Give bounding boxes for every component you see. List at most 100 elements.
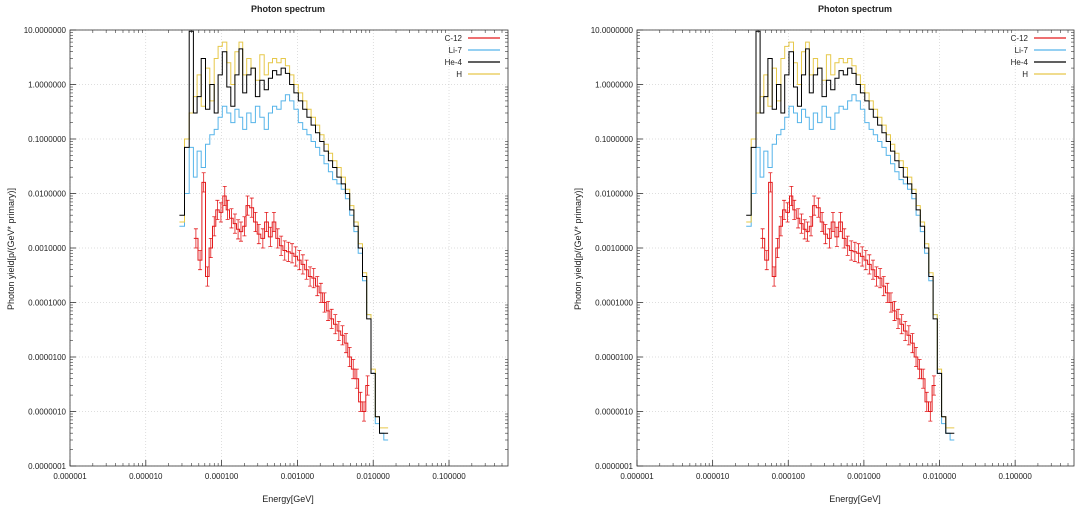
grid-lines: [69, 29, 508, 467]
error-bar: [827, 228, 832, 249]
y-tick-label: 0.0001000: [595, 299, 633, 308]
y-tick-label: 0.0000100: [595, 353, 633, 362]
error-bar: [322, 292, 327, 313]
error-bar: [279, 235, 284, 256]
x-tick-label: 0.000100: [772, 472, 806, 481]
error-bar: [201, 172, 206, 193]
error-bar: [253, 212, 258, 232]
plot-border: [636, 29, 1075, 467]
error-bar: [823, 224, 828, 245]
error-bar: [315, 276, 320, 297]
error-bar: [772, 266, 777, 287]
data-series: [746, 30, 955, 441]
x-tick-label: 0.010000: [923, 472, 957, 481]
error-bar: [222, 185, 227, 206]
legend-label: H: [1022, 70, 1028, 79]
error-bar: [326, 300, 331, 321]
error-bar: [290, 243, 295, 264]
x-tick-label: 0.100000: [998, 472, 1032, 481]
error-bar: [340, 325, 345, 346]
error-bar: [928, 401, 933, 422]
error-bar: [792, 199, 797, 220]
error-bar: [885, 282, 890, 303]
x-tick-label: 0.000001: [53, 472, 87, 481]
error-bar: [236, 219, 241, 240]
error-bar: [906, 325, 911, 346]
series-line-li-7: [746, 94, 955, 441]
legend-label: He-4: [445, 58, 463, 67]
error-bar: [768, 172, 773, 193]
error-bar: [892, 300, 897, 321]
error-bar: [365, 375, 370, 396]
error-bar: [842, 228, 847, 249]
grid-lines: [636, 29, 1074, 467]
x-axis-label: Energy[GeV]: [262, 494, 314, 504]
error-bar: [245, 195, 250, 216]
error-bar: [215, 199, 220, 220]
legend-label: H: [456, 70, 462, 79]
error-bar: [852, 241, 857, 262]
series-line-he-4: [746, 30, 955, 434]
error-bar: [910, 333, 915, 354]
error-bar: [899, 314, 904, 335]
legend: C-12 Li-7 He-4 H: [1011, 34, 1066, 79]
error-bar: [903, 321, 908, 341]
data-series: [179, 30, 389, 441]
error-bar: [362, 401, 367, 422]
error-bar: [336, 321, 341, 341]
y-tick-label: 1.0000000: [28, 81, 66, 90]
error-bar: [778, 216, 783, 237]
legend-label: He-4: [1011, 58, 1029, 67]
y-tick-label: 0.0100000: [595, 190, 633, 199]
error-bar: [205, 266, 210, 287]
plot-frame: [636, 29, 1075, 467]
error-bar: [198, 250, 203, 271]
legend-label: C-12: [1011, 34, 1029, 43]
series-line-c-12: [193, 181, 370, 412]
error-bar: [300, 254, 305, 275]
x-tick-label: 0.000001: [620, 472, 654, 481]
y-tick-labels: 0.0000001 0.0000010 0.0000100 0.0001000 0.00…: [24, 26, 76, 471]
y-tick-label: 0.0000001: [28, 462, 66, 471]
error-bar: [782, 199, 787, 220]
error-bar: [796, 208, 801, 229]
error-bar: [293, 246, 298, 267]
x-tick-label: 0.000100: [205, 472, 239, 481]
y-tick-label: 1.0000000: [595, 81, 633, 90]
error-bar: [838, 212, 843, 232]
error-bar: [921, 368, 926, 389]
error-bar: [347, 347, 352, 367]
error-bar: [914, 347, 919, 367]
error-bar: [863, 250, 868, 271]
y-tick-label: 0.0010000: [28, 244, 66, 253]
error-bar: [820, 212, 825, 232]
error-bar: [881, 276, 886, 297]
error-bar: [275, 228, 280, 249]
error-bar: [896, 308, 901, 329]
series-line-he-4: [179, 30, 389, 434]
y-tick-label: 10.0000000: [591, 26, 634, 35]
error-bar: [354, 368, 359, 389]
error-bar: [351, 359, 356, 380]
y-tick-label: 0.0010000: [595, 244, 633, 253]
series-line-li-7: [179, 94, 389, 441]
error-bar: [286, 241, 291, 262]
error-bar: [212, 216, 217, 237]
error-bar: [329, 308, 334, 329]
error-bar: [264, 212, 269, 232]
error-bar: [297, 250, 302, 271]
x-tick-label: 0.001000: [281, 472, 315, 481]
chart-panel-left: Photon spectrum Energy[GeV] Photon yield…: [6, 4, 509, 504]
error-bar: [867, 254, 872, 275]
error-bar: [225, 199, 230, 220]
y-tick-label: 0.0000010: [28, 408, 66, 417]
chart-panel-right: Photon spectrum Energy[GeV] Photon yield…: [573, 4, 1075, 504]
x-tick-label: 0.001000: [847, 472, 881, 481]
error-bar: [874, 266, 879, 287]
error-bar: [268, 226, 273, 247]
error-bar: [805, 221, 810, 242]
error-bar: [809, 216, 814, 237]
error-bar: [917, 359, 922, 380]
error-bar: [242, 216, 247, 237]
error-bar: [812, 195, 817, 216]
